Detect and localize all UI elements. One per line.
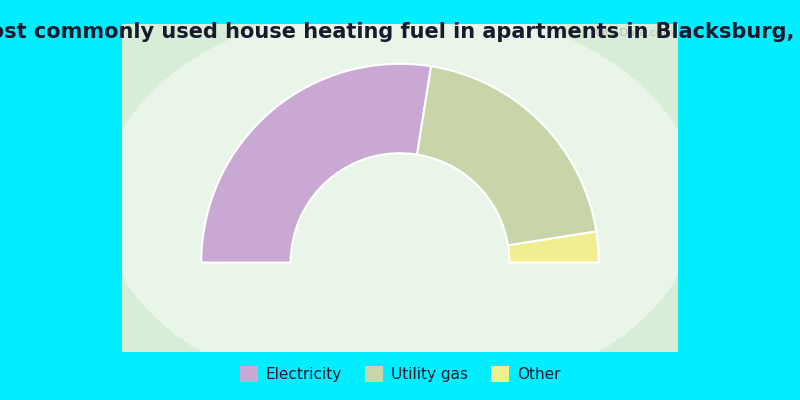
Text: City-Data.com: City-Data.com bbox=[594, 28, 674, 38]
Wedge shape bbox=[202, 64, 431, 262]
Legend: Electricity, Utility gas, Other: Electricity, Utility gas, Other bbox=[234, 360, 566, 388]
Ellipse shape bbox=[102, 4, 698, 400]
Wedge shape bbox=[417, 66, 596, 246]
Wedge shape bbox=[508, 232, 598, 262]
Text: Most commonly used house heating fuel in apartments in Blacksburg, SC: Most commonly used house heating fuel in… bbox=[0, 22, 800, 42]
